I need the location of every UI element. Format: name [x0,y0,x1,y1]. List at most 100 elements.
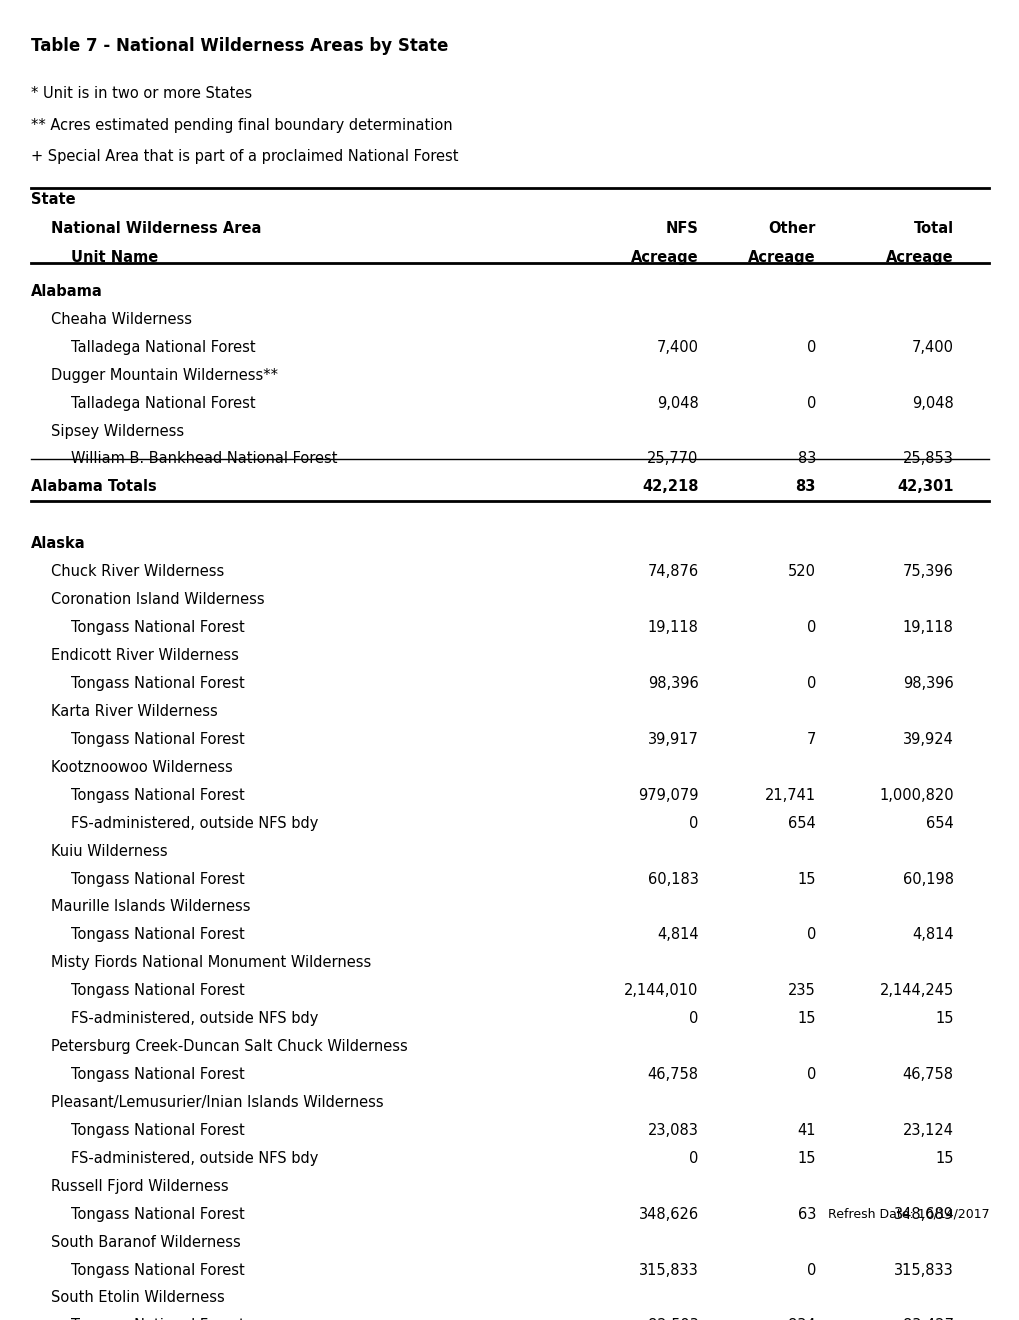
Text: 315,833: 315,833 [893,1262,953,1278]
Text: 7,400: 7,400 [911,339,953,355]
Text: Other: Other [768,220,815,236]
Text: Chuck River Wilderness: Chuck River Wilderness [51,565,224,579]
Text: 15: 15 [797,1151,815,1166]
Text: Talladega National Forest: Talladega National Forest [71,396,256,411]
Text: Tongass National Forest: Tongass National Forest [71,871,245,887]
Text: Alabama Totals: Alabama Totals [31,479,156,495]
Text: 19,118: 19,118 [647,620,698,635]
Text: Karta River Wilderness: Karta River Wilderness [51,704,217,719]
Text: Cheaha Wilderness: Cheaha Wilderness [51,312,192,327]
Text: Pleasant/Lemusurier/Inian Islands Wilderness: Pleasant/Lemusurier/Inian Islands Wilder… [51,1096,383,1110]
Text: ** Acres estimated pending final boundary determination: ** Acres estimated pending final boundar… [31,117,451,132]
Text: FS-administered, outside NFS bdy: FS-administered, outside NFS bdy [71,816,319,830]
Text: 25,853: 25,853 [902,451,953,466]
Text: 654: 654 [788,816,815,830]
Text: Tongass National Forest: Tongass National Forest [71,928,245,942]
Text: 348,689: 348,689 [893,1206,953,1222]
Text: Kuiu Wilderness: Kuiu Wilderness [51,843,167,858]
Text: Alabama: Alabama [31,284,102,298]
Text: 654: 654 [925,816,953,830]
Text: 2,144,010: 2,144,010 [624,983,698,998]
Text: 4,814: 4,814 [911,928,953,942]
Text: Tongass National Forest: Tongass National Forest [71,620,245,635]
Text: 9,048: 9,048 [656,396,698,411]
Text: 235: 235 [788,983,815,998]
Text: 0: 0 [806,620,815,635]
Text: 21,741: 21,741 [764,788,815,803]
Text: National Wilderness Area: National Wilderness Area [51,220,261,236]
Text: 83: 83 [797,451,815,466]
Text: Dugger Mountain Wilderness**: Dugger Mountain Wilderness** [51,368,278,383]
Text: South Etolin Wilderness: South Etolin Wilderness [51,1291,224,1305]
Text: 315,833: 315,833 [638,1262,698,1278]
Text: Talladega National Forest: Talladega National Forest [71,339,256,355]
Text: 75,396: 75,396 [902,565,953,579]
Text: 0: 0 [806,928,815,942]
Text: 98,396: 98,396 [902,676,953,692]
Text: Tongass National Forest: Tongass National Forest [71,983,245,998]
Text: FS-administered, outside NFS bdy: FS-administered, outside NFS bdy [71,1011,319,1026]
Text: Misty Fiords National Monument Wilderness: Misty Fiords National Monument Wildernes… [51,956,371,970]
Text: Maurille Islands Wilderness: Maurille Islands Wilderness [51,899,251,915]
Text: 7: 7 [806,731,815,747]
Text: William B. Bankhead National Forest: William B. Bankhead National Forest [71,451,337,466]
Text: 83: 83 [795,479,815,495]
Text: 834: 834 [788,1319,815,1320]
Text: 9,048: 9,048 [911,396,953,411]
Text: 520: 520 [788,565,815,579]
Text: 82,593: 82,593 [647,1319,698,1320]
Text: 15: 15 [797,871,815,887]
Text: + Special Area that is part of a proclaimed National Forest: + Special Area that is part of a proclai… [31,149,458,164]
Text: Kootznoowoo Wilderness: Kootznoowoo Wilderness [51,760,232,775]
Text: South Baranof Wilderness: South Baranof Wilderness [51,1234,240,1250]
Text: 979,079: 979,079 [638,788,698,803]
Text: Petersburg Creek-Duncan Salt Chuck Wilderness: Petersburg Creek-Duncan Salt Chuck Wilde… [51,1039,408,1055]
Text: 23,124: 23,124 [902,1123,953,1138]
Text: 83,427: 83,427 [902,1319,953,1320]
Text: Tongass National Forest: Tongass National Forest [71,676,245,692]
Text: Coronation Island Wilderness: Coronation Island Wilderness [51,593,264,607]
Text: 98,396: 98,396 [647,676,698,692]
Text: Table 7 - National Wilderness Areas by State: Table 7 - National Wilderness Areas by S… [31,37,447,55]
Text: Acreage: Acreage [886,249,953,265]
Text: 60,198: 60,198 [902,871,953,887]
Text: State: State [31,191,75,206]
Text: Tongass National Forest: Tongass National Forest [71,731,245,747]
Text: Tongass National Forest: Tongass National Forest [71,1262,245,1278]
Text: Tongass National Forest: Tongass National Forest [71,1067,245,1082]
Text: 15: 15 [934,1011,953,1026]
Text: Total: Total [913,220,953,236]
Text: 42,301: 42,301 [897,479,953,495]
Text: Acreage: Acreage [748,249,815,265]
Text: 15: 15 [934,1151,953,1166]
Text: 0: 0 [806,1067,815,1082]
Text: Refresh Date: 10/14/2017: Refresh Date: 10/14/2017 [827,1208,988,1221]
Text: Tongass National Forest: Tongass National Forest [71,1206,245,1222]
Text: 0: 0 [689,816,698,830]
Text: Tongass National Forest: Tongass National Forest [71,1123,245,1138]
Text: 7,400: 7,400 [656,339,698,355]
Text: NFS: NFS [665,220,698,236]
Text: 2,144,245: 2,144,245 [878,983,953,998]
Text: 19,118: 19,118 [902,620,953,635]
Text: Unit Name: Unit Name [71,249,159,265]
Text: 0: 0 [806,339,815,355]
Text: 15: 15 [797,1011,815,1026]
Text: 0: 0 [806,1262,815,1278]
Text: 0: 0 [806,396,815,411]
Text: Sipsey Wilderness: Sipsey Wilderness [51,424,184,438]
Text: 1,000,820: 1,000,820 [878,788,953,803]
Text: Alaska: Alaska [31,536,86,552]
Text: FS-administered, outside NFS bdy: FS-administered, outside NFS bdy [71,1151,319,1166]
Text: 25,770: 25,770 [647,451,698,466]
Text: 60,183: 60,183 [647,871,698,887]
Text: 39,924: 39,924 [902,731,953,747]
Text: 0: 0 [689,1011,698,1026]
Text: 74,876: 74,876 [647,565,698,579]
Text: Tongass National Forest: Tongass National Forest [71,788,245,803]
Text: 0: 0 [806,676,815,692]
Text: 63: 63 [797,1206,815,1222]
Text: 46,758: 46,758 [902,1067,953,1082]
Text: 42,218: 42,218 [642,479,698,495]
Text: 0: 0 [689,1151,698,1166]
